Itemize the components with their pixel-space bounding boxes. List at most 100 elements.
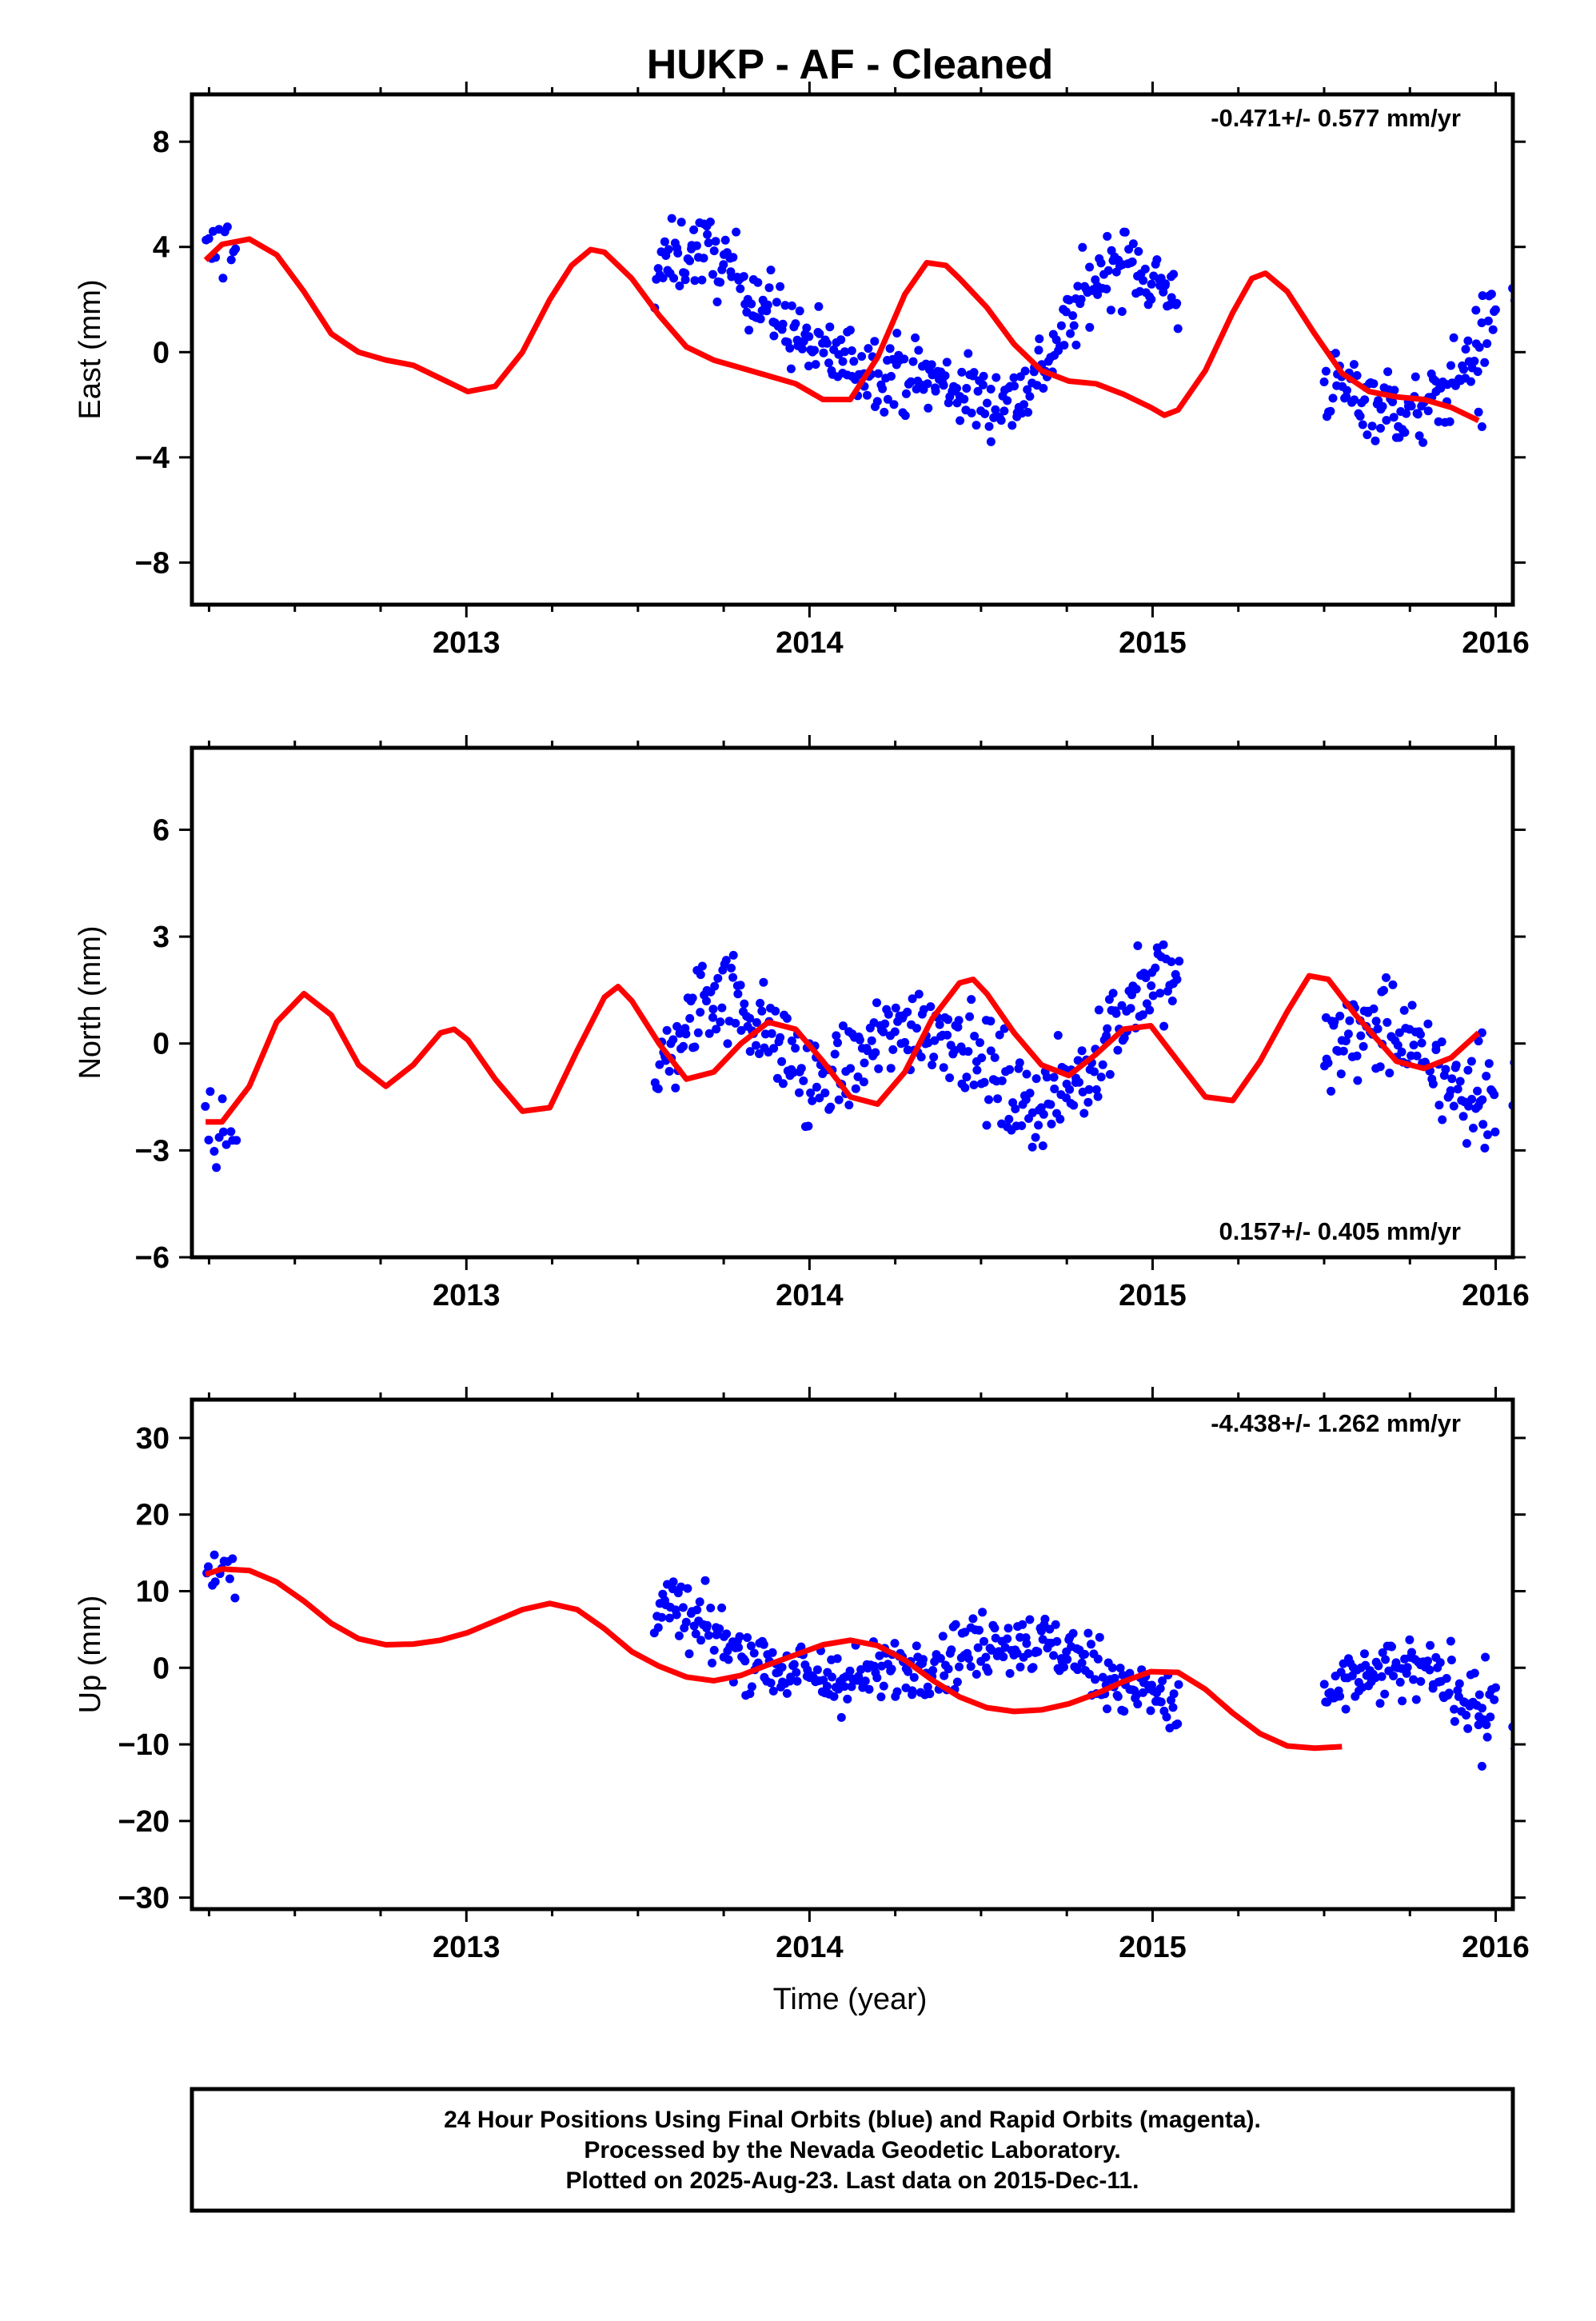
data-point (1389, 1672, 1398, 1680)
data-point (930, 1036, 940, 1045)
data-point (938, 1632, 948, 1641)
data-point (867, 1036, 876, 1045)
data-point (1450, 1704, 1459, 1714)
data-point (957, 367, 967, 377)
data-point (1478, 1095, 1487, 1105)
data-point (785, 343, 795, 353)
data-point (1174, 1680, 1183, 1689)
data-point (1561, 1056, 1570, 1065)
data-point (681, 1029, 691, 1039)
data-point (745, 1047, 755, 1057)
data-point (1165, 300, 1175, 310)
data-point (1341, 1037, 1351, 1045)
data-point (662, 1025, 672, 1035)
data-point (1589, 957, 1596, 965)
data-point (1413, 409, 1422, 419)
data-point (1155, 989, 1165, 998)
data-point (1139, 1688, 1147, 1697)
caption-line-3: Plotted on 2025-Aug-23. Last data on 201… (566, 2167, 1139, 2194)
data-point (1562, 1752, 1571, 1760)
data-point (849, 357, 859, 366)
data-point (778, 1079, 788, 1089)
data-point (925, 1689, 935, 1699)
data-point (767, 1029, 776, 1038)
data-point (1158, 1676, 1167, 1686)
data-point (712, 1025, 721, 1034)
data-point (1571, 1038, 1580, 1047)
data-point (1545, 1729, 1554, 1738)
data-point (1073, 282, 1083, 291)
data-point (709, 246, 719, 256)
data-point (1090, 1067, 1099, 1077)
data-point (1484, 1059, 1494, 1069)
data-point (1526, 262, 1535, 271)
data-point (1167, 997, 1177, 1005)
data-point (1027, 1142, 1037, 1152)
data-point (944, 1664, 953, 1674)
data-point (975, 1625, 984, 1635)
data-point (759, 977, 768, 987)
data-point (830, 1049, 840, 1059)
data-point (1103, 1704, 1111, 1714)
caption-line-2: Processed by the Nevada Geodetic Laborat… (584, 2137, 1120, 2163)
data-point (1375, 1062, 1385, 1072)
data-point (689, 225, 699, 234)
data-point (947, 1645, 956, 1655)
data-point (1547, 1743, 1556, 1752)
data-point (979, 371, 988, 381)
data-point (1084, 1085, 1094, 1094)
caption-box: 24 Hour Positions Using Final Orbits (bl… (190, 2087, 1515, 2213)
data-point (657, 1612, 667, 1622)
data-point (845, 1666, 855, 1676)
data-point (1556, 280, 1565, 289)
data-point (870, 337, 880, 346)
panel-east: 2013 2014 2015 2016 8 4 0 −4 −8 East (mm) -0.471+/… (74, 82, 1565, 660)
data-point (860, 1058, 869, 1068)
data-point (1490, 1127, 1500, 1137)
data-point (1590, 1032, 1596, 1041)
data-point (1517, 266, 1526, 275)
data-point (1168, 1703, 1178, 1712)
data-point (1541, 259, 1550, 268)
data-point (1480, 358, 1490, 367)
data-point (1514, 271, 1522, 280)
data-point (1586, 966, 1594, 975)
data-point (1553, 290, 1562, 299)
data-point (973, 1643, 983, 1652)
data-point (1570, 961, 1579, 969)
data-point (796, 1064, 806, 1073)
data-point (1538, 288, 1547, 297)
data-point (1554, 1741, 1562, 1750)
data-point (1369, 1004, 1379, 1013)
data-point (1003, 1624, 1013, 1633)
y-axis-title: Up (mm) (74, 1596, 107, 1714)
data-point (978, 380, 988, 389)
fit-curve (205, 973, 1481, 1125)
data-point (1045, 1624, 1055, 1634)
data-point (1108, 989, 1118, 998)
data-point (1423, 406, 1433, 416)
panel-frame (190, 1397, 1515, 1912)
data-point (1467, 1094, 1477, 1104)
data-point (1173, 324, 1183, 334)
data-point (706, 1604, 716, 1612)
data-point (892, 329, 902, 338)
data-point (1159, 940, 1168, 949)
data-point (1454, 1679, 1464, 1688)
data-point (1546, 974, 1554, 983)
data-point (1516, 1027, 1525, 1036)
data-point (1120, 227, 1130, 237)
data-point (1437, 1037, 1446, 1047)
data-point (967, 408, 976, 417)
data-point (940, 1671, 949, 1680)
data-point (1578, 983, 1586, 992)
data-point (204, 234, 213, 243)
data-point (1532, 1728, 1541, 1737)
data-point (804, 1121, 813, 1131)
data-point (1561, 1727, 1570, 1736)
data-point (1539, 1744, 1548, 1753)
data-point (1069, 1101, 1079, 1110)
data-point (690, 1042, 700, 1052)
data-point (1550, 275, 1559, 284)
data-point (732, 227, 741, 237)
